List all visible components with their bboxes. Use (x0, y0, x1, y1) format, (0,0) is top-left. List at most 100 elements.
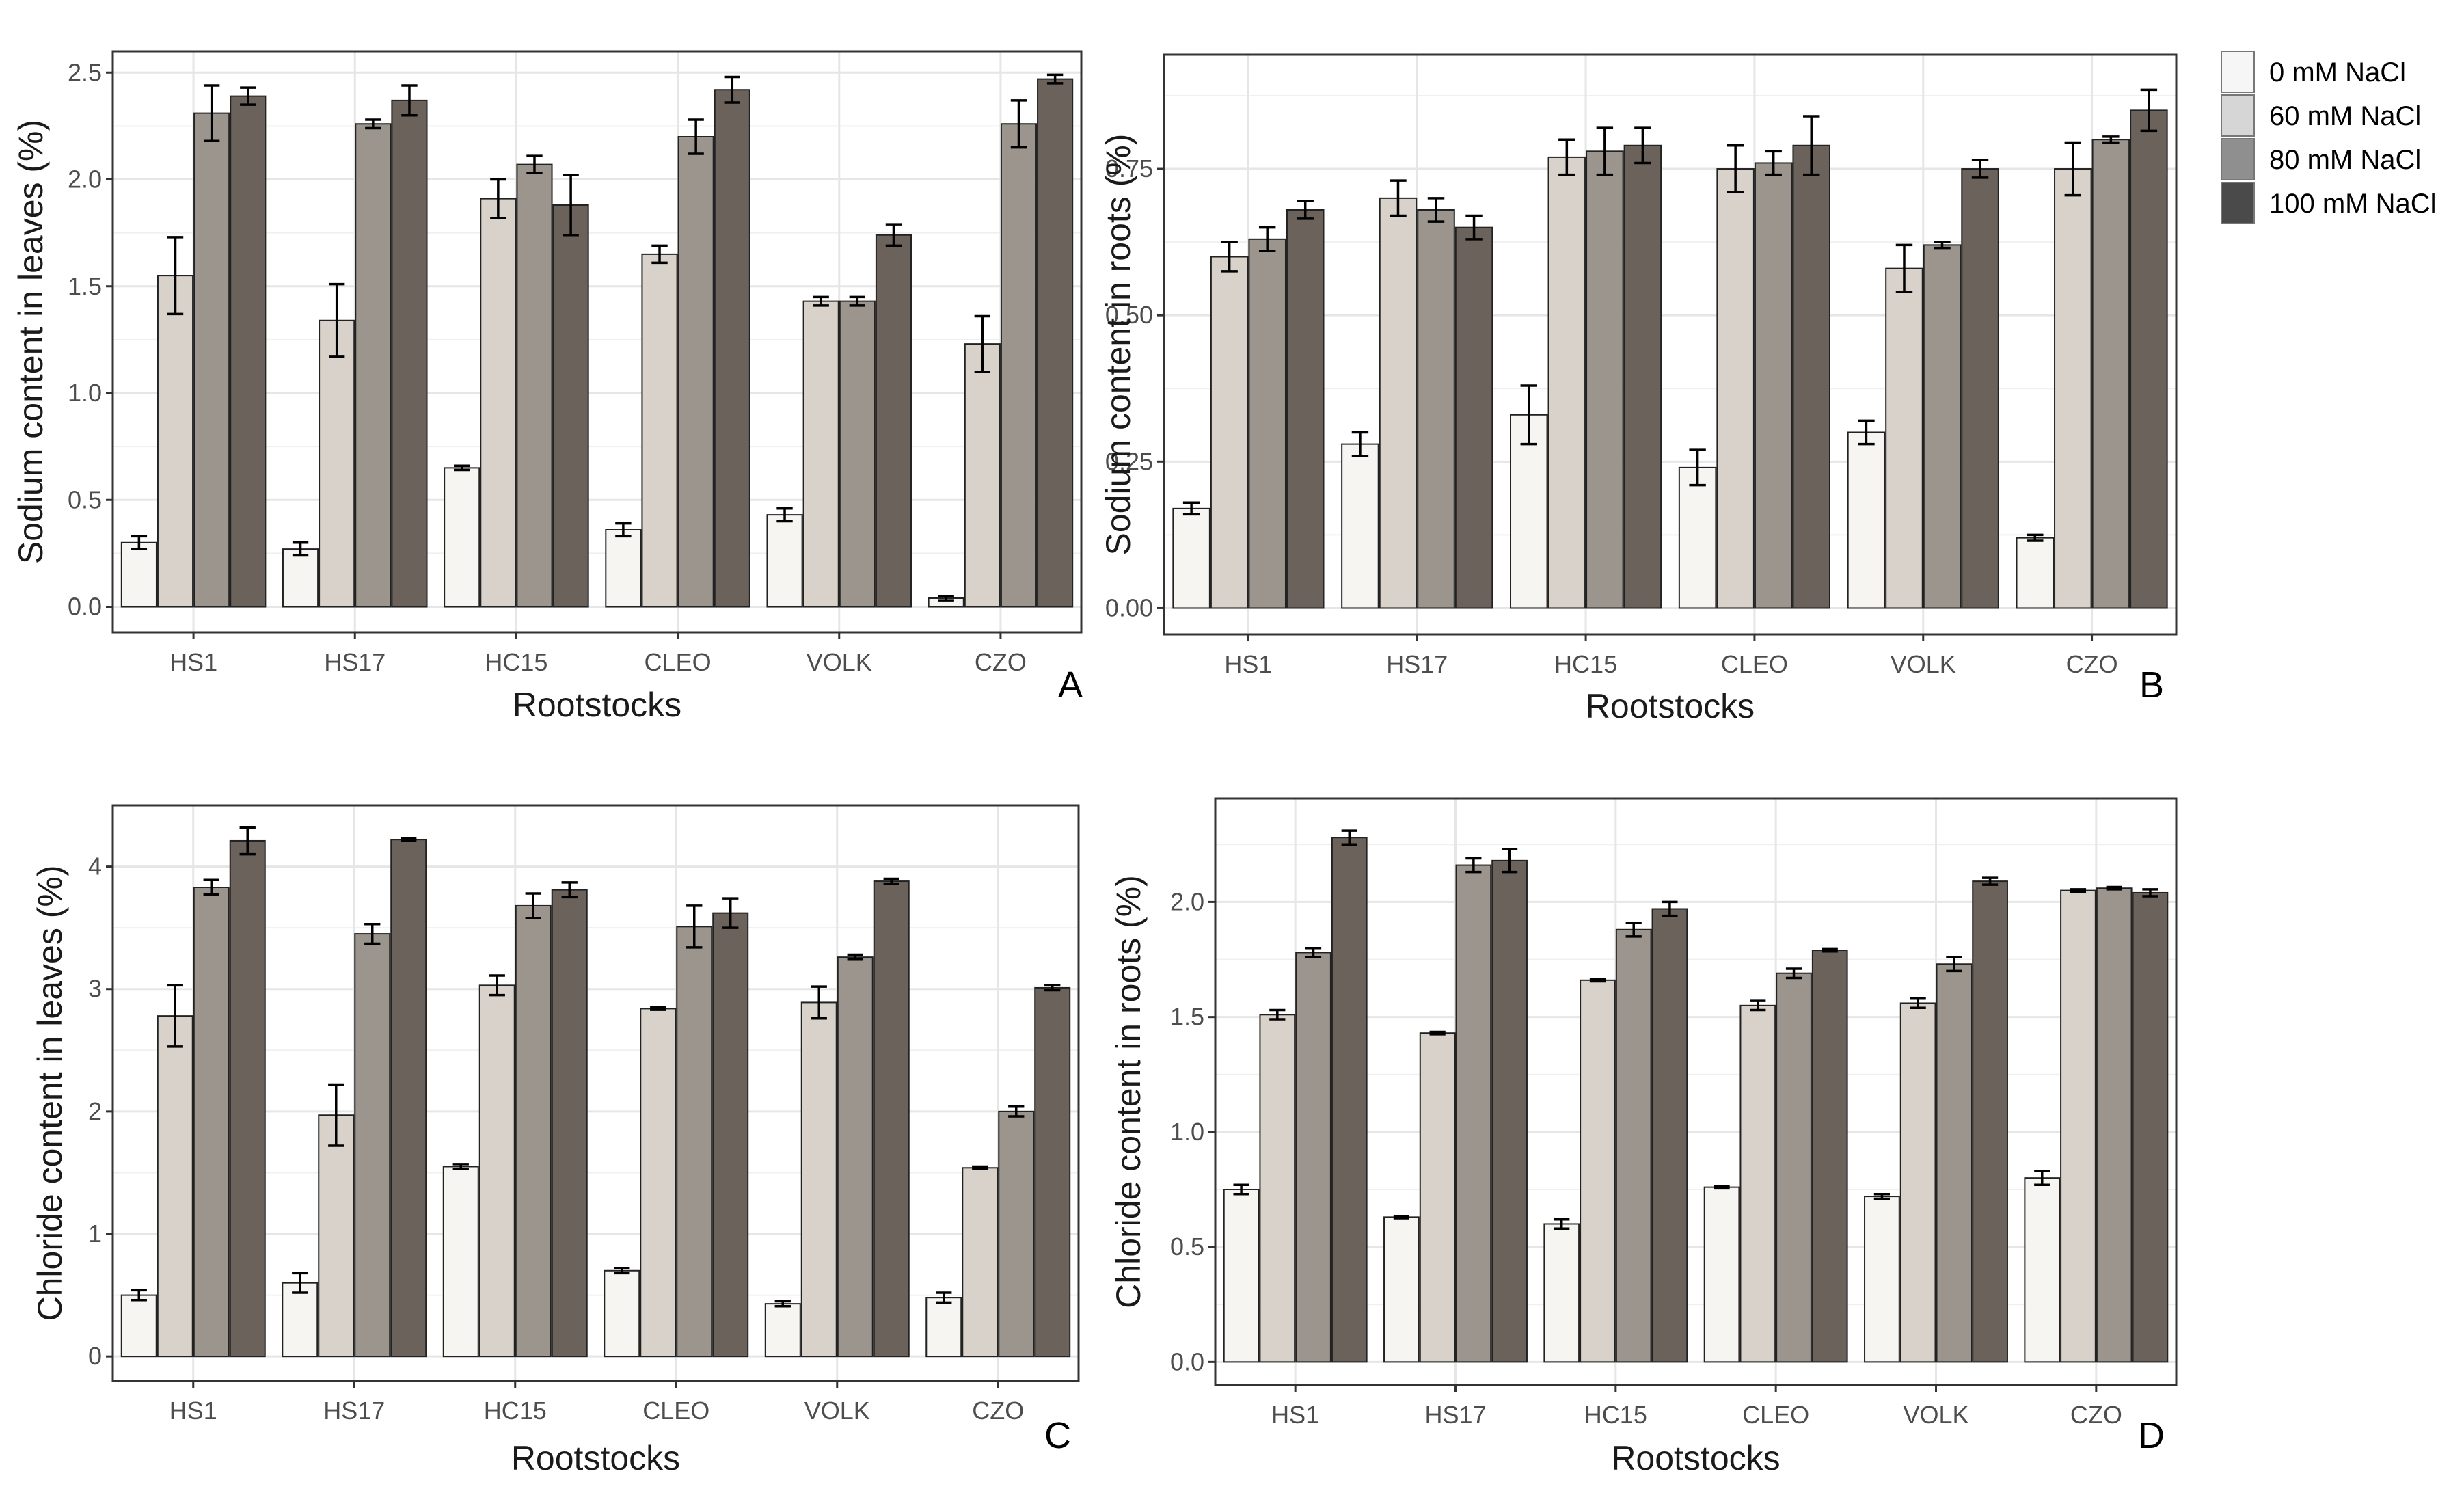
bar-hs1-0 (1223, 1189, 1260, 1363)
bar-hs17-0 (282, 548, 319, 608)
y-tick-label: 4 (88, 852, 102, 880)
bar-hc15-0 (1543, 1223, 1580, 1363)
bar-czo-3 (2132, 891, 2169, 1363)
bar-hs17-3 (1454, 226, 1493, 609)
bar-czo-2 (1000, 123, 1038, 608)
bar-volk-0 (766, 514, 803, 608)
x-tick-label: HS17 (1424, 1401, 1486, 1429)
bar-hc15-0 (442, 1166, 479, 1358)
y-tick-label: 2.5 (68, 58, 102, 86)
panel-border (111, 804, 1080, 1382)
legend-label-0: 0 mM NaCl (2269, 57, 2406, 88)
x-tick-label: HS17 (323, 1397, 385, 1425)
bar-hs17-1 (318, 1114, 355, 1358)
bar-czo-2 (998, 1110, 1035, 1358)
y-axis-title: Chloride content in roots (%) (1109, 875, 1148, 1308)
bar-cleo-0 (605, 529, 642, 608)
legend-swatch-2 (2221, 138, 2255, 180)
bar-cleo-2 (1754, 162, 1793, 609)
bar-cleo-3 (1792, 144, 1830, 609)
y-tick-label: 2.0 (68, 165, 102, 193)
panel-border (111, 50, 1083, 634)
x-tick-label: VOLK (1891, 650, 1956, 678)
bar-hs17-0 (1341, 443, 1379, 609)
bar-volk-0 (764, 1303, 801, 1358)
bar-czo-1 (2054, 168, 2092, 609)
bar-hc15-2 (1615, 928, 1652, 1363)
y-tick-label: 0.0 (68, 593, 102, 621)
bar-volk-0 (1864, 1196, 1900, 1363)
bar-hs1-2 (193, 887, 230, 1358)
bar-hs1-2 (1295, 952, 1331, 1363)
x-tick-label: CZO (975, 648, 1027, 676)
panel-letter: D (2138, 1415, 2165, 1456)
bar-volk-3 (875, 234, 912, 608)
bar-hs1-2 (193, 112, 230, 608)
bar-hs17-2 (355, 123, 392, 608)
bar-hc15-3 (1651, 908, 1688, 1363)
bar-cleo-0 (1678, 466, 1717, 609)
bar-hc15-3 (551, 889, 588, 1358)
x-tick-label: CLEO (645, 648, 712, 676)
y-tick-label: 0.5 (1170, 1233, 1204, 1261)
bar-cleo-2 (676, 926, 713, 1358)
bar-volk-3 (1972, 880, 2008, 1363)
bar-volk-2 (1923, 244, 1962, 609)
x-axis-title: Rootstocks (1586, 687, 1755, 725)
y-tick-label: 2 (88, 1097, 102, 1125)
bar-hs17-1 (319, 319, 355, 608)
bar-volk-3 (873, 880, 910, 1358)
y-tick-label: 2.0 (1170, 887, 1204, 915)
bar-cleo-2 (1776, 972, 1812, 1363)
legend: 0 mM NaCl 60 mM NaCl 80 mM NaCl 100 mM NaCl (2221, 51, 2437, 224)
bar-volk-2 (837, 956, 874, 1358)
bar-hs1-3 (229, 839, 266, 1358)
bar-hs1-1 (1259, 1014, 1296, 1363)
y-tick-label: 0.50 (1105, 301, 1153, 329)
x-axis-title: Rootstocks (511, 1439, 680, 1477)
bar-hc15-0 (1510, 414, 1548, 609)
bar-cleo-1 (641, 253, 678, 608)
y-axis-title: Sodium content in leaves (%) (12, 120, 50, 564)
bar-cleo-0 (604, 1269, 640, 1358)
bar-hs17-0 (282, 1282, 319, 1358)
y-tick-label: 1.0 (68, 379, 102, 407)
bar-czo-2 (2096, 887, 2133, 1363)
x-tick-label: HS1 (1224, 650, 1272, 678)
x-tick-label: HC15 (1584, 1401, 1647, 1429)
bar-cleo-1 (640, 1008, 677, 1358)
bar-hs1-2 (1248, 238, 1286, 609)
y-axis-title: Chloride content in leaves (%) (31, 865, 69, 1321)
bar-hs17-0 (1383, 1216, 1420, 1363)
y-tick-label: 1 (88, 1220, 102, 1248)
y-tick-label: 0.75 (1105, 154, 1153, 183)
x-tick-label: CLEO (1721, 650, 1788, 678)
x-tick-label: CZO (2070, 1401, 2122, 1429)
bar-czo-3 (2130, 109, 2168, 609)
panel-a: 0.0 0.5 1.0 1.5 2.0 2.5 HS1 HS17 HC15 CLEO VOLK CZO… (12, 50, 1083, 724)
legend-swatch-1 (2221, 94, 2255, 137)
panel-letter: B (2139, 664, 2164, 705)
legend-swatch-0 (2221, 51, 2255, 93)
bar-volk-2 (839, 300, 876, 608)
bar-volk-1 (1899, 1002, 1936, 1363)
x-axis-title: Rootstocks (513, 686, 681, 724)
x-tick-label: VOLK (1903, 1401, 1968, 1429)
x-tick-label: HS1 (1271, 1401, 1319, 1429)
bar-hs17-1 (1419, 1032, 1456, 1363)
y-tick-label: 0 (88, 1342, 102, 1370)
bar-hs17-2 (1455, 864, 1492, 1363)
plot-background (1164, 55, 2176, 634)
y-tick-label: 0.25 (1105, 447, 1153, 475)
y-tick-label: 0.5 (68, 485, 102, 513)
y-tick-label: 3 (88, 975, 102, 1003)
bar-hs1-1 (157, 275, 194, 608)
bar-hc15-1 (478, 984, 515, 1358)
x-tick-label: CZO (972, 1397, 1024, 1425)
bar-volk-3 (1961, 168, 1999, 609)
bar-hs1-3 (1331, 837, 1368, 1363)
legend-label-3: 100 mM NaCl (2269, 189, 2437, 219)
bar-czo-2 (2091, 139, 2130, 609)
panel-d: 0.0 0.5 1.0 1.5 2.0 HS1 HS17 HC15 CLEO VOLK CZO Roo… (1109, 797, 2178, 1477)
bar-hc15-1 (480, 198, 517, 608)
